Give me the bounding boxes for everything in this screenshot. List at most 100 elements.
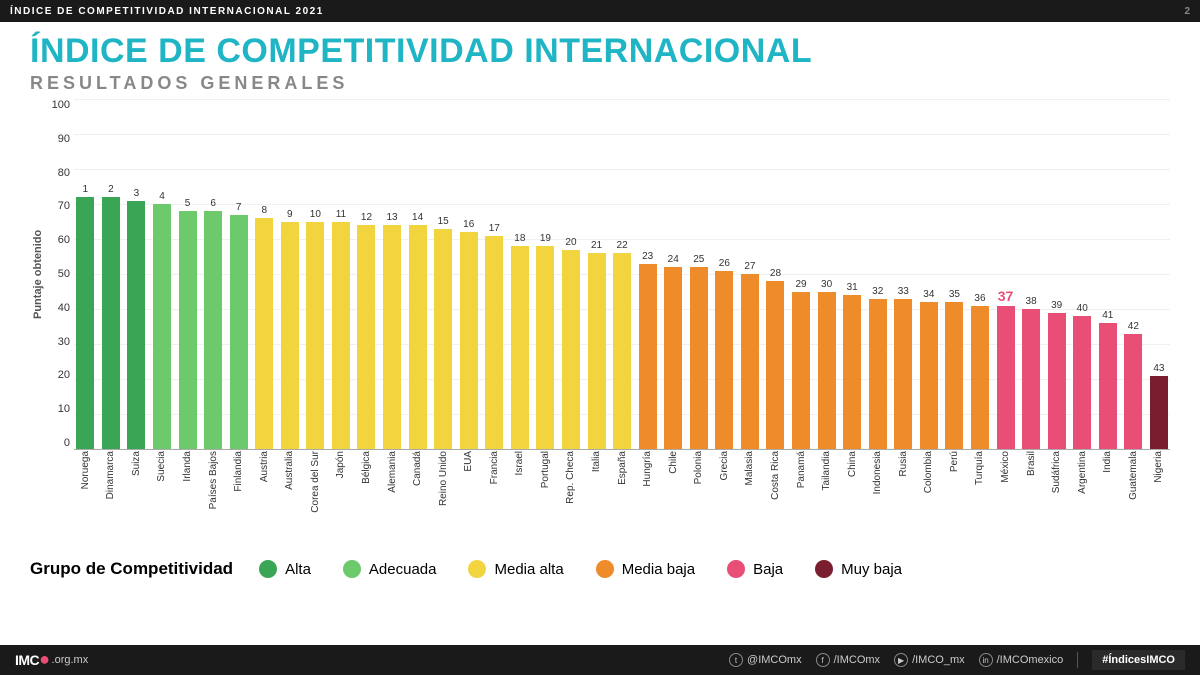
country-label: Rusia	[898, 451, 909, 477]
x-label-column: Guatemala	[1122, 451, 1145, 518]
x-labels-container: NoruegaDinamarcaSuizaSueciaIrlandaPaíses…	[74, 451, 1170, 518]
country-label: Perú	[949, 451, 960, 472]
bar-column: 8	[253, 99, 276, 449]
x-label-column: Chile	[662, 451, 685, 518]
bar	[792, 292, 810, 450]
country-label: Alemania	[387, 451, 398, 493]
social-link[interactable]: f/IMCOmx	[816, 653, 880, 667]
footer-logo-area: IMC●.org.mx	[15, 652, 88, 668]
bar-column: 19	[534, 99, 557, 449]
footer-right: t@IMCOmx f/IMCOmx ▶/IMCO_mx in/IMCOmexico #…	[729, 650, 1185, 670]
bar	[1073, 316, 1091, 449]
bar	[255, 218, 273, 449]
bar-column: 36	[969, 99, 992, 449]
country-label: Brasil	[1026, 451, 1037, 476]
bar	[639, 264, 657, 450]
social-handle: /IMCO_mx	[912, 654, 965, 666]
country-label: Dinamarca	[105, 451, 116, 499]
bar-rank-label: 13	[386, 212, 397, 223]
x-label-column: Países Bajos	[202, 451, 225, 518]
country-label: Israel	[514, 451, 525, 475]
bar	[102, 197, 120, 449]
bar-rank-label: 17	[489, 223, 500, 234]
y-tick: 30	[44, 336, 70, 348]
bar	[409, 225, 427, 449]
bar	[945, 302, 963, 449]
social-link[interactable]: ▶/IMCO_mx	[894, 653, 965, 667]
footer-bar: IMC●.org.mx t@IMCOmx f/IMCOmx ▶/IMCO_mx in/…	[0, 645, 1200, 675]
bar	[741, 274, 759, 449]
social-handle: /IMCOmx	[834, 654, 880, 666]
chart: Puntaje obtenido 1009080706050403020100 …	[30, 99, 1170, 569]
x-label-column: Israel	[509, 451, 532, 518]
bar-rank-label: 31	[847, 282, 858, 293]
main-title: ÍNDICE DE COMPETITIVIDAD INTERNACIONAL	[30, 32, 1170, 71]
bar	[562, 250, 580, 450]
bar-rank-label: 33	[898, 286, 909, 297]
x-label-column: Rusia	[892, 451, 915, 518]
bar-column: 40	[1071, 99, 1094, 449]
bar-column: 30	[815, 99, 838, 449]
bar-rank-label: 30	[821, 279, 832, 290]
bar-column: 29	[790, 99, 813, 449]
y-tick: 50	[44, 268, 70, 280]
bar-rank-label: 4	[159, 191, 165, 202]
y-tick: 10	[44, 403, 70, 415]
bar-column: 38	[1020, 99, 1043, 449]
bar-rank-label: 5	[185, 198, 191, 209]
country-label: España	[617, 451, 628, 485]
bars-container: 1234567891011121314151617181920212223242…	[74, 99, 1170, 449]
bar-column: 13	[381, 99, 404, 449]
country-label: Canadá	[412, 451, 423, 486]
bar-column: 6	[202, 99, 225, 449]
bar	[332, 222, 350, 450]
bar	[843, 295, 861, 449]
bar-rank-label: 42	[1128, 321, 1139, 332]
social-link[interactable]: in/IMCOmexico	[979, 653, 1064, 667]
country-label: Suecia	[156, 451, 167, 482]
x-label-column: Australia	[279, 451, 302, 518]
bar-column: 41	[1097, 99, 1120, 449]
x-label-column: EUA	[457, 451, 480, 518]
y-tick: 0	[44, 437, 70, 449]
bar-rank-label: 21	[591, 240, 602, 251]
bar-column: 42	[1122, 99, 1145, 449]
x-label-column: Irlanda	[176, 451, 199, 518]
y-tick: 70	[44, 200, 70, 212]
bar-column: 21	[585, 99, 608, 449]
bar	[204, 211, 222, 449]
y-axis-label: Puntaje obtenido	[30, 99, 44, 449]
bar-rank-label: 6	[210, 198, 216, 209]
x-label-column: Canadá	[406, 451, 429, 518]
bar-rank-label: 18	[514, 233, 525, 244]
country-label: Hungría	[642, 451, 653, 487]
subtitle: RESULTADOS GENERALES	[30, 73, 1170, 94]
bar-rank-label: 23	[642, 251, 653, 262]
bar-rank-label: 10	[310, 209, 321, 220]
country-label: Australia	[284, 451, 295, 490]
x-label-column: Hungría	[636, 451, 659, 518]
bar-column: 7	[227, 99, 250, 449]
bar	[869, 299, 887, 450]
bar-column: 5	[176, 99, 199, 449]
bar	[357, 225, 375, 449]
social-link[interactable]: t@IMCOmx	[729, 653, 802, 667]
country-label: Reino Unido	[438, 451, 449, 506]
bar-column: 26	[713, 99, 736, 449]
x-label-column: Rep. Checa	[560, 451, 583, 518]
bar-rank-label: 24	[668, 254, 679, 265]
x-label-column: Panamá	[790, 451, 813, 518]
bar-rank-label: 9	[287, 209, 293, 220]
bar-rank-label: 11	[336, 209, 346, 220]
bar-column: 4	[151, 99, 174, 449]
bar-column: 35	[943, 99, 966, 449]
footer-hashtag: #ÍndicesIMCO	[1092, 650, 1185, 670]
country-label: Finlandia	[233, 451, 244, 492]
y-tick: 90	[44, 133, 70, 145]
country-label: EUA	[463, 451, 474, 472]
bar	[281, 222, 299, 450]
bar-column: 10	[304, 99, 327, 449]
bar-column: 24	[662, 99, 685, 449]
bar-column: 28	[764, 99, 787, 449]
x-label-column: Finlandia	[227, 451, 250, 518]
